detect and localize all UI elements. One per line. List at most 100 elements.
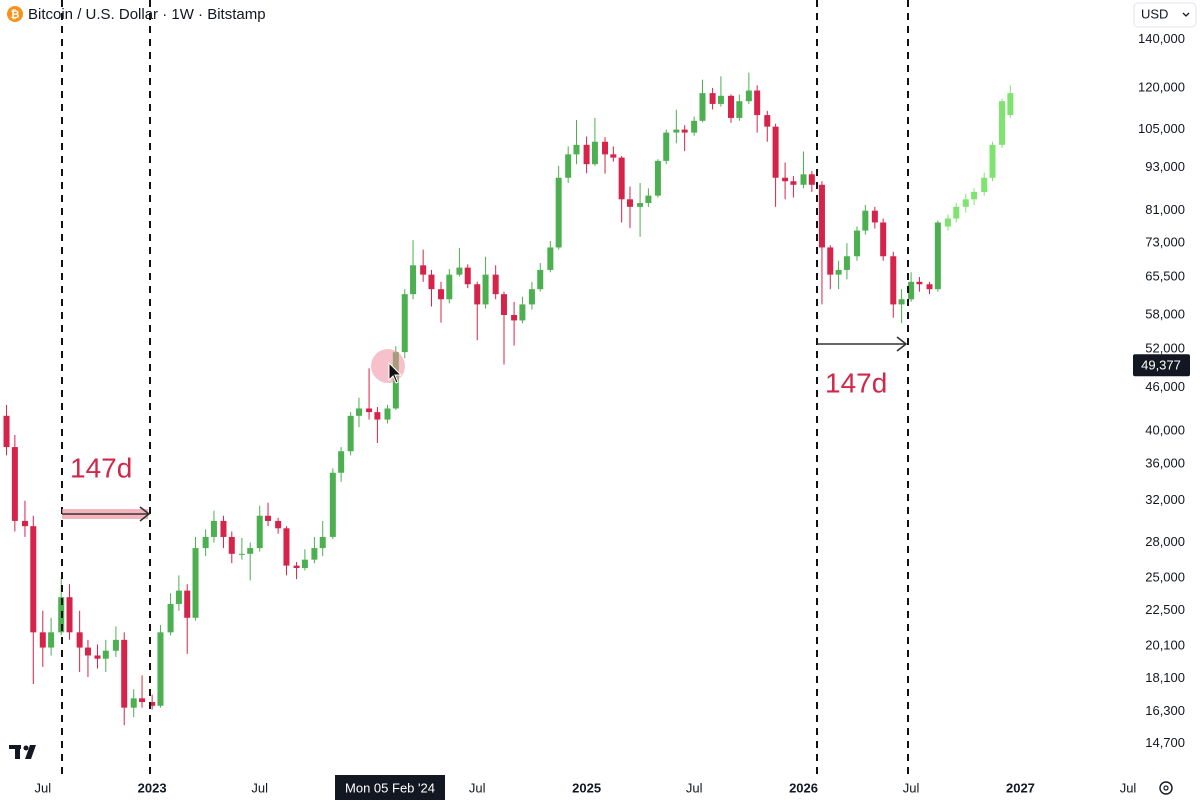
- candle-body: [112, 639, 119, 651]
- click-indicator: [371, 349, 405, 383]
- y-tick-label: 28,000: [1145, 534, 1185, 549]
- candle-body: [437, 289, 444, 300]
- settings-icon[interactable]: [1159, 781, 1173, 795]
- candle-body: [121, 639, 128, 708]
- candle-body: [944, 218, 951, 227]
- candle-body: [854, 230, 861, 257]
- y-tick-label: 120,000: [1138, 79, 1185, 94]
- candle-body: [626, 199, 633, 207]
- x-tick-label: 2023: [138, 780, 167, 795]
- candle-body: [175, 590, 182, 604]
- candle-body: [691, 120, 698, 133]
- x-tick-label: 2026: [789, 780, 818, 795]
- candle-body: [401, 294, 408, 353]
- candle-body: [999, 101, 1006, 145]
- candle-body: [782, 177, 789, 182]
- candle-body: [30, 526, 37, 633]
- candle-body: [464, 267, 471, 285]
- candle-body: [989, 144, 996, 178]
- candle-body: [293, 565, 300, 569]
- candle-body: [827, 247, 834, 275]
- annotation: 147d: [70, 452, 132, 483]
- candle-body: [699, 93, 706, 121]
- x-tick-label: Jul: [251, 780, 268, 795]
- x-tick-label: 2025: [572, 780, 601, 795]
- y-tick-label: 32,000: [1145, 492, 1185, 507]
- candle-body: [76, 632, 83, 648]
- candle-body: [410, 265, 417, 295]
- candle-body: [926, 284, 933, 290]
- candle-body: [428, 274, 435, 290]
- time-scale: Jul 2023 Jul Jul 2025 Jul 2026 Jul 2027 Jul: [34, 780, 1136, 795]
- candle-body: [184, 590, 191, 618]
- candle-body: [519, 304, 526, 321]
- candle-body: [971, 191, 978, 200]
- candle-body: [283, 528, 290, 566]
- candle-body: [256, 515, 263, 549]
- candle-body: [192, 548, 199, 618]
- candle-body: [301, 559, 308, 569]
- candle-body: [275, 520, 282, 529]
- candle-body: [366, 408, 373, 413]
- bitcoin-icon: [7, 6, 23, 22]
- candle-body: [764, 115, 771, 127]
- candle-body: [555, 177, 562, 248]
- logo-part: [23, 745, 29, 751]
- candle-body: [618, 157, 625, 200]
- candle-body: [610, 154, 617, 158]
- candle-body: [66, 597, 73, 633]
- candle-body: [338, 451, 345, 473]
- y-tick-label: 58,000: [1145, 306, 1185, 321]
- candle-body: [374, 412, 381, 420]
- candle-body: [500, 294, 507, 315]
- candle-body: [355, 408, 362, 416]
- candle-body: [800, 174, 807, 185]
- candle-body: [149, 702, 156, 706]
- candle-body: [808, 174, 815, 185]
- last-price-box: [1133, 354, 1190, 377]
- candle-body: [862, 210, 869, 231]
- y-tick-label: 140,000: [1138, 31, 1185, 46]
- candle-body: [319, 536, 326, 549]
- candle-body: [537, 269, 544, 290]
- candle-body: [663, 132, 670, 161]
- crosshair-date: Mon 05 Feb '24: [345, 780, 435, 795]
- candle-body: [210, 520, 217, 537]
- y-tick-label: 20,100: [1145, 637, 1185, 652]
- candle-body: [890, 256, 897, 305]
- price-scale: 140,000 120,000 105,000 93,000 81,000 73,000 6…: [1133, 31, 1190, 750]
- candle-body: [673, 129, 680, 133]
- logo-part: [25, 745, 36, 759]
- y-tick-label: 65,500: [1145, 268, 1185, 283]
- candle-body: [981, 177, 988, 192]
- candle-body: [48, 632, 55, 648]
- candle-body: [908, 281, 915, 300]
- candle-body: [456, 267, 463, 275]
- candle-body: [898, 299, 905, 305]
- candle-body: [953, 206, 960, 219]
- candle-body: [583, 144, 590, 165]
- candle-body: [717, 95, 724, 104]
- dropdown-caret[interactable]: [1182, 12, 1190, 17]
- candle-body: [157, 632, 164, 706]
- candle-body: [329, 472, 336, 537]
- settings-icon-center[interactable]: [1163, 785, 1169, 791]
- candle-body: [880, 222, 887, 257]
- candle-body: [21, 520, 28, 527]
- currency-selector[interactable]: [1133, 2, 1197, 28]
- y-tick-label: 52,000: [1145, 341, 1185, 356]
- x-tick-label: Jul: [34, 780, 51, 795]
- candle-body: [871, 210, 878, 223]
- candle-body: [934, 222, 941, 290]
- candle-body: [39, 632, 46, 648]
- currency-label[interactable]: USD: [1141, 6, 1168, 21]
- x-tick-label: Jul: [1120, 780, 1137, 795]
- y-tick-label: 14,700: [1145, 735, 1185, 750]
- candle-body: [790, 181, 797, 185]
- candle-body: [384, 408, 391, 420]
- y-tick-label: 36,000: [1145, 455, 1185, 470]
- candle-body: [591, 141, 598, 165]
- candle-body: [511, 314, 518, 321]
- y-tick-label: 25,000: [1145, 569, 1185, 584]
